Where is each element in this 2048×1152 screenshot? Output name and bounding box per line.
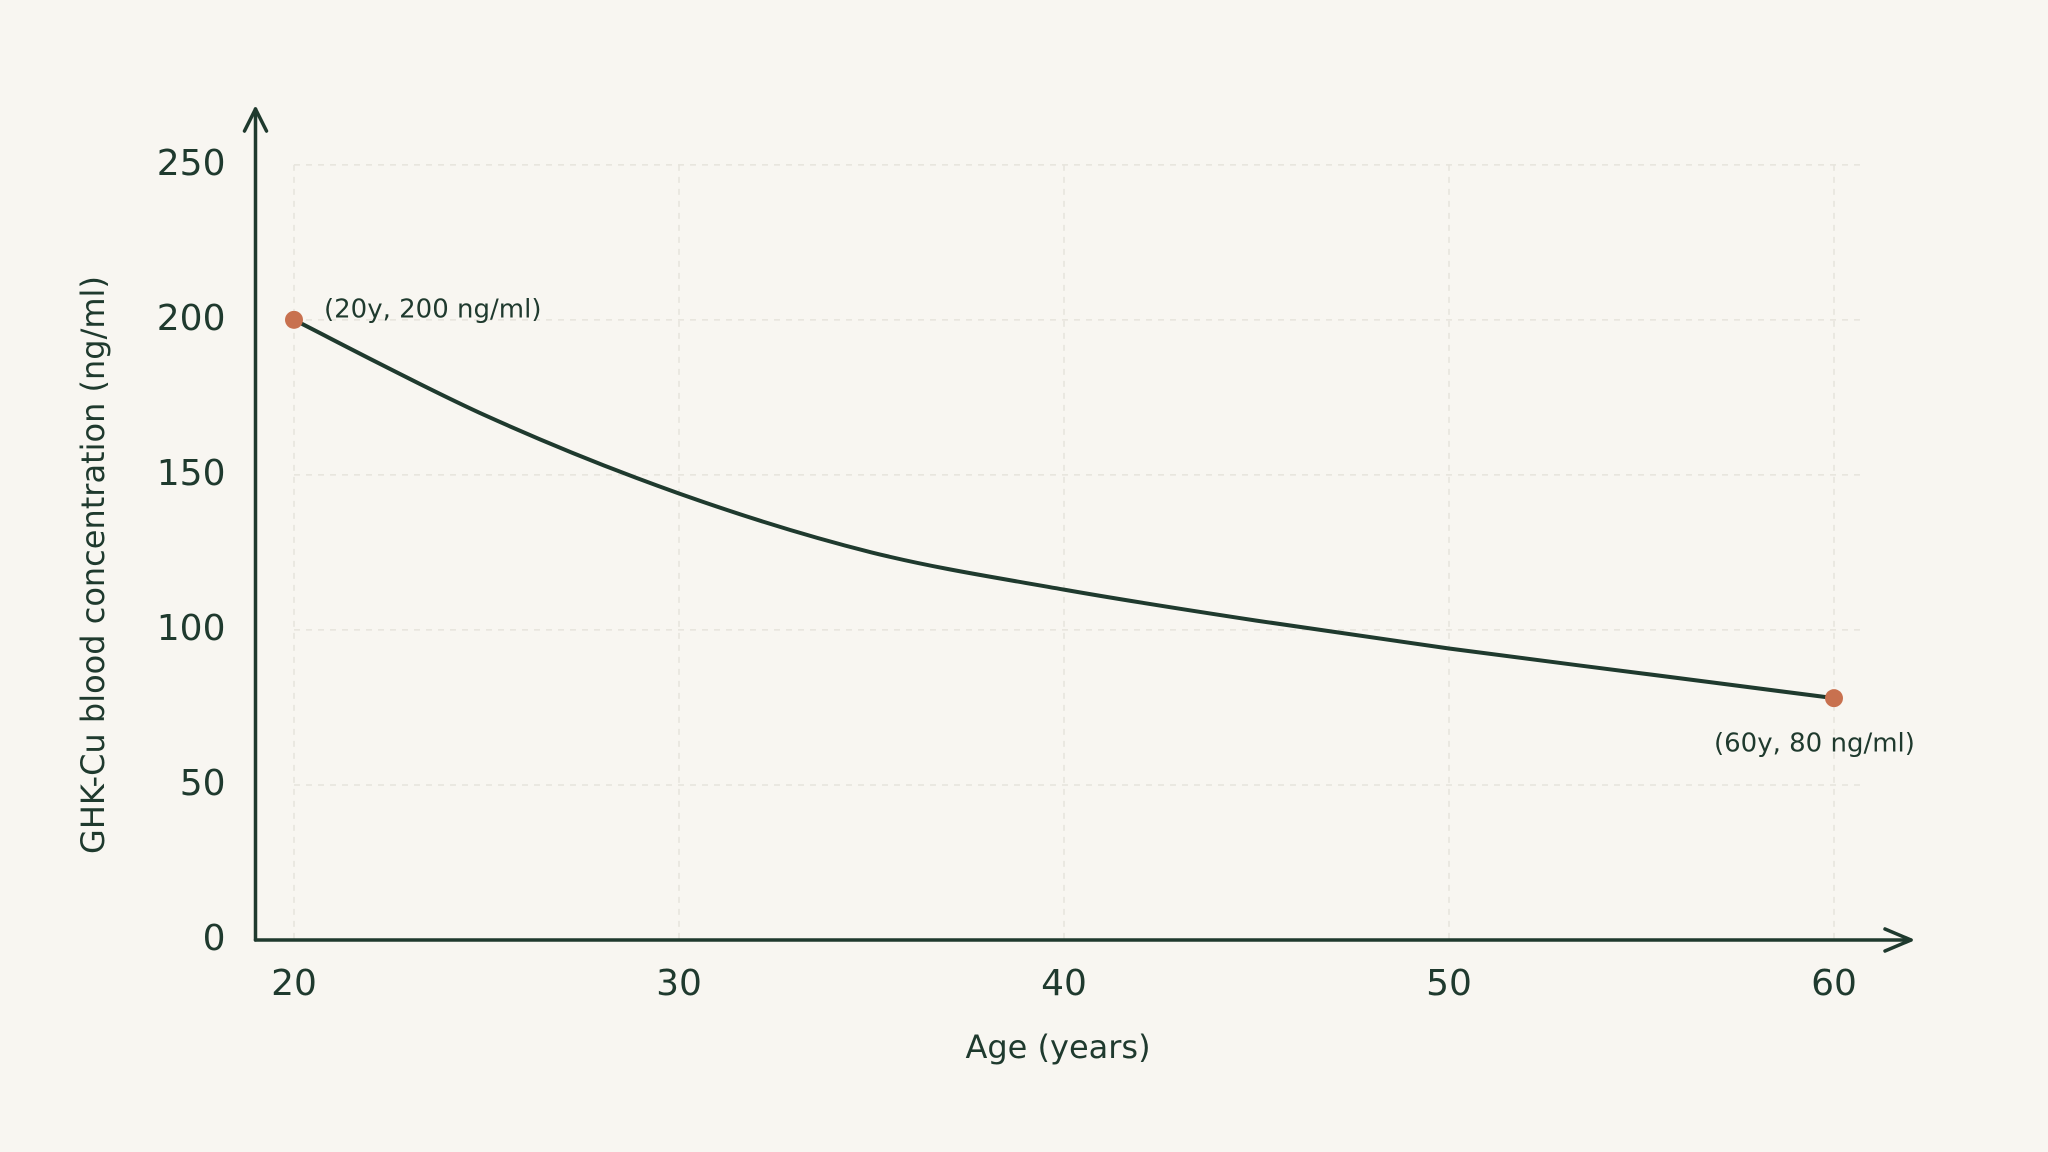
y-axis-title: GHK-Cu blood concentration (ng/ml) [74,276,112,854]
line [292,317,1836,701]
y-tick-label: 200 [157,298,226,339]
x-tick-label: 20 [271,963,317,1004]
x-tick-label: 60 [1811,963,1857,1004]
y-tick-label: 100 [157,608,226,649]
x-tick-label: 50 [1426,963,1472,1004]
annotation: (60y, 80 ng/ml) [1714,729,1915,759]
y-tick-label: 0 [203,918,226,959]
x-tick-label: 40 [1041,963,1087,1004]
x-axis-title: Age (years) [965,1028,1150,1066]
x-axis-arrow [1883,927,1913,953]
y-tick-label: 250 [157,143,226,184]
y-axis-arrow [242,107,269,133]
annotation: (20y, 200 ng/ml) [324,294,541,324]
point-marker [1825,689,1843,708]
point-marker [285,310,303,329]
x-tick-label: 30 [656,963,702,1004]
y-tick-label: 50 [180,763,226,804]
y-tick-label: 150 [157,453,226,494]
